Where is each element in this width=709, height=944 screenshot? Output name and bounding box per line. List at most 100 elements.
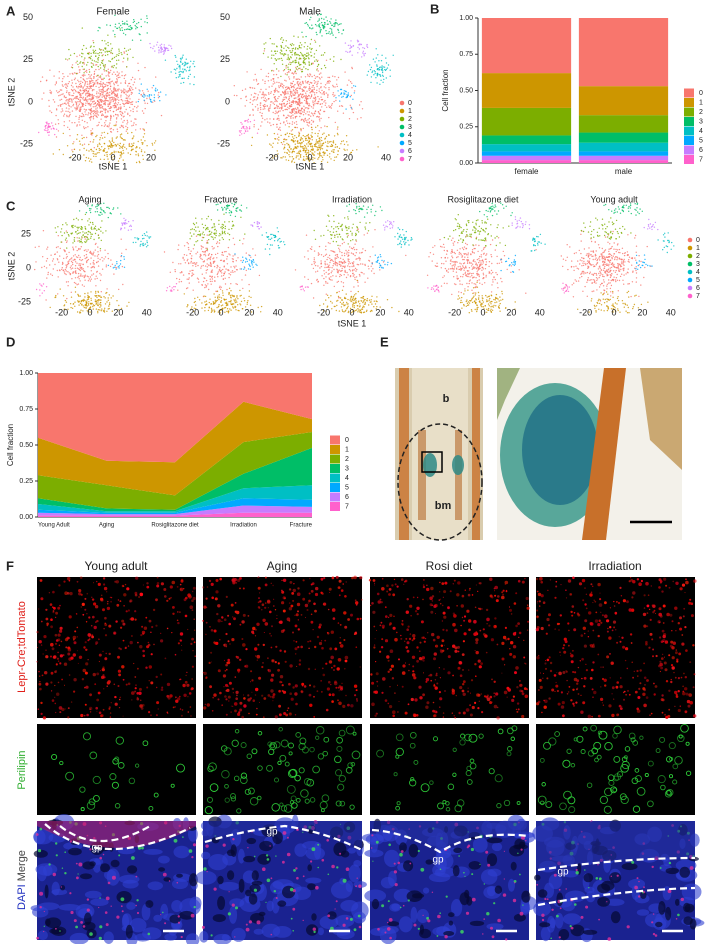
- tsne-point: [132, 144, 134, 147]
- tsne-point: [136, 26, 139, 29]
- plot-title: Male: [299, 7, 321, 18]
- tsne-point: [344, 261, 347, 264]
- tsne-point: [84, 97, 87, 99]
- tsne-point: [81, 275, 83, 277]
- tsne-point: [297, 87, 299, 89]
- tsne-point: [66, 240, 68, 242]
- tsne-point: [250, 224, 252, 226]
- tsne-point: [101, 132, 103, 134]
- tsne-point: [120, 91, 123, 94]
- tsne-point: [113, 141, 115, 144]
- tsne-point: [192, 262, 194, 264]
- tsne-point: [318, 245, 321, 248]
- tsne-point: [313, 87, 315, 89]
- tsne-point: [48, 99, 50, 102]
- tsne-point: [264, 93, 266, 96]
- tsne-point: [122, 125, 124, 127]
- tsne-point: [97, 299, 100, 301]
- tsne-point: [298, 103, 300, 106]
- tsne-point: [187, 258, 189, 261]
- tsne-point: [272, 70, 275, 72]
- tsne-point: [353, 269, 355, 271]
- tsne-point: [198, 230, 201, 232]
- tsne-point: [296, 92, 298, 94]
- tsne-point: [97, 302, 99, 304]
- tsne-point: [126, 66, 128, 68]
- tsne-point: [266, 118, 268, 120]
- tsne-point: [169, 290, 172, 292]
- tsne-point: [119, 134, 122, 136]
- tsne-point: [264, 80, 266, 83]
- tsne-point: [337, 153, 339, 156]
- tsne-point: [315, 142, 317, 145]
- histology-label: bm: [435, 500, 452, 512]
- x-tick-label: 40: [381, 152, 391, 162]
- tsne-point: [121, 27, 123, 29]
- tsne-point: [92, 62, 94, 65]
- tsne-point: [310, 38, 313, 41]
- tsne-point: [301, 44, 303, 46]
- tsne-point: [173, 286, 175, 288]
- tsne-point: [308, 86, 311, 88]
- tsne-point: [314, 23, 317, 26]
- tsne-point: [78, 66, 80, 68]
- tsne-point: [199, 256, 201, 258]
- tsne-point: [322, 303, 325, 305]
- tsne-point: [104, 112, 107, 114]
- tsne-point: [154, 149, 156, 151]
- tsne-point: [299, 139, 302, 142]
- tsne-point: [321, 139, 323, 142]
- tsne-point: [52, 153, 54, 155]
- tsne-point: [93, 259, 95, 262]
- tsne-point: [326, 82, 328, 84]
- tsne-point: [338, 95, 340, 97]
- tsne-point: [343, 274, 345, 276]
- tsne-point: [178, 66, 180, 68]
- tsne-point: [96, 79, 98, 82]
- tsne-point: [353, 248, 356, 251]
- tsne-point: [285, 133, 287, 136]
- tsne-point: [316, 85, 318, 88]
- tsne-point: [302, 134, 304, 137]
- tsne-point: [305, 95, 307, 97]
- tsne-point: [311, 263, 313, 266]
- tsne-point: [186, 66, 189, 69]
- tsne-point: [175, 77, 177, 79]
- tsne-point: [115, 144, 118, 146]
- tsne-point: [71, 149, 73, 151]
- tsne-point: [292, 108, 294, 110]
- tsne-point: [280, 75, 282, 78]
- tsne-point: [137, 105, 139, 107]
- tsne-point: [98, 92, 100, 94]
- tsne-point: [49, 69, 51, 71]
- tsne-point: [81, 284, 84, 286]
- tsne-point: [246, 260, 248, 263]
- tsne-point: [273, 103, 276, 106]
- tsne-point: [331, 143, 333, 146]
- tsne-point: [241, 123, 243, 125]
- tsne-point: [223, 251, 226, 253]
- tsne-point: [112, 66, 114, 69]
- tsne-point: [156, 44, 158, 46]
- tsne-point: [304, 22, 306, 25]
- tsne-point: [46, 257, 49, 260]
- tsne-point: [279, 237, 281, 240]
- tsne-point: [73, 78, 76, 81]
- tsne-point: [96, 152, 99, 154]
- tsne-point: [108, 100, 110, 102]
- tsne-point: [85, 240, 88, 242]
- tsne-point: [110, 117, 112, 120]
- tsne-point: [102, 260, 104, 262]
- tsne-point: [116, 117, 118, 119]
- tsne-point: [144, 234, 146, 237]
- tsne-point: [346, 303, 348, 305]
- tsne-point: [328, 220, 331, 222]
- tsne-point: [78, 301, 80, 303]
- tsne-point: [290, 115, 292, 117]
- legend-dot: [399, 156, 405, 162]
- tsne-point: [331, 32, 333, 34]
- tsne-point: [96, 270, 99, 273]
- tsne-point: [284, 73, 287, 75]
- tsne-point: [110, 96, 113, 99]
- tsne-point: [102, 82, 104, 84]
